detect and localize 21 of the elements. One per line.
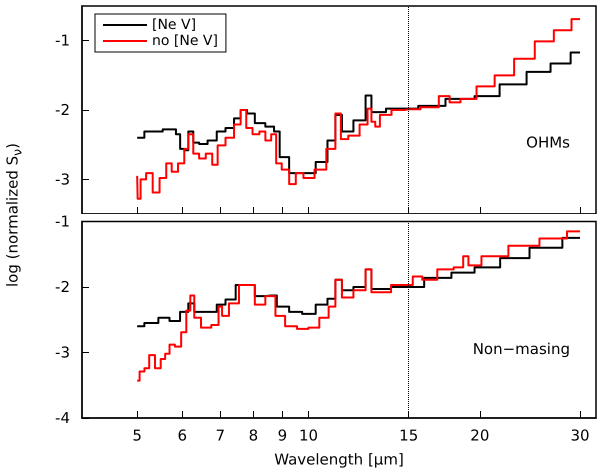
x-tick-label: 9 [278, 426, 288, 444]
x-tick-label: 30 [570, 426, 590, 444]
y-tick-label: -2 [55, 101, 70, 119]
y-tick-label: -2 [55, 278, 70, 296]
y-tick-label: -3 [55, 344, 70, 362]
legend-label: [Ne V] [152, 17, 196, 33]
annotation: Non−masing [472, 340, 570, 358]
x-tick-label: 15 [399, 426, 418, 444]
y-tick-label: -1 [55, 212, 70, 230]
x-tick-label: 8 [248, 426, 258, 444]
x-tick-label: 10 [298, 426, 318, 444]
y-tick-label: -3 [55, 170, 70, 188]
legend-label: no [Ne V] [152, 33, 218, 49]
x-axis-title: Wavelength [μm] [274, 450, 404, 468]
x-tick-label: 20 [470, 426, 490, 444]
x-tick-label: 7 [216, 426, 226, 444]
x-tick-label: 6 [177, 426, 187, 444]
x-tick-label: 5 [132, 426, 142, 444]
annotation: OHMs [526, 133, 570, 152]
y-tick-label: -4 [55, 409, 70, 427]
y-tick-label: -1 [55, 32, 70, 50]
